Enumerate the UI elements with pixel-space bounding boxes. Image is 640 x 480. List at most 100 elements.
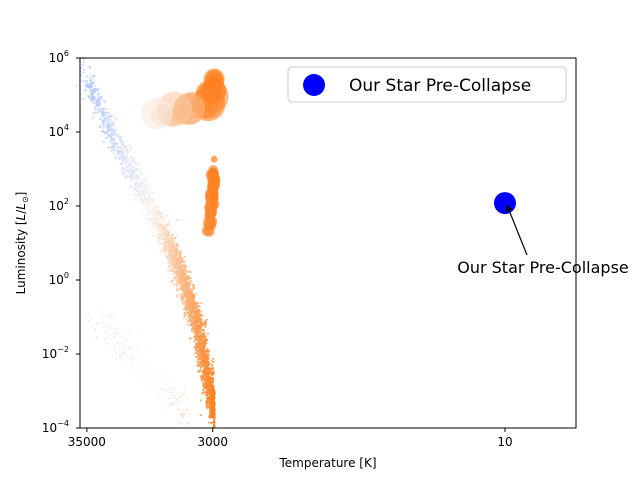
star-point <box>177 408 179 411</box>
star-point <box>142 180 145 182</box>
star-point <box>176 398 178 401</box>
star-point <box>94 84 97 87</box>
star-point <box>205 362 207 365</box>
star-point <box>112 152 115 155</box>
star-point <box>183 311 187 315</box>
star-point <box>125 364 128 366</box>
star-point <box>208 367 211 370</box>
star-point <box>138 359 141 361</box>
star-point <box>129 156 132 159</box>
star-point <box>186 311 189 314</box>
star-point <box>153 372 155 374</box>
star-point <box>123 331 125 333</box>
star-point <box>115 142 118 145</box>
star-point <box>187 307 191 311</box>
star-point <box>192 336 195 339</box>
star-point <box>206 400 210 403</box>
star-point <box>205 217 213 224</box>
star-point <box>167 398 168 400</box>
star-point <box>202 382 205 385</box>
star-point <box>113 347 115 349</box>
star-point <box>157 240 160 243</box>
star-point <box>179 272 183 275</box>
star-point <box>177 274 181 278</box>
star-point <box>109 149 112 152</box>
star-point <box>143 369 145 371</box>
star-point <box>207 386 210 390</box>
star-point <box>206 347 209 350</box>
star-point <box>209 395 212 398</box>
star-point <box>204 386 207 388</box>
star-point <box>169 238 172 241</box>
y-tick-label: 102 <box>49 197 69 213</box>
star-point <box>204 376 207 380</box>
star-point <box>180 284 182 287</box>
star-point <box>210 359 213 362</box>
star-point <box>209 405 212 408</box>
star-point <box>157 222 160 225</box>
star-point <box>171 268 174 270</box>
star-point <box>145 370 148 372</box>
star-point <box>117 145 119 148</box>
star-point <box>128 368 130 370</box>
star-point <box>195 355 199 358</box>
star-point <box>102 108 105 111</box>
star-point <box>155 216 159 220</box>
star-point <box>193 352 197 355</box>
star-point <box>104 121 107 123</box>
star-point <box>184 414 186 416</box>
star-point <box>198 349 201 353</box>
star-point <box>209 387 212 390</box>
star-point <box>132 179 135 182</box>
star-point <box>120 353 122 355</box>
star-point <box>103 131 107 135</box>
star-point <box>121 140 124 144</box>
star-point <box>136 377 139 379</box>
star-point <box>129 185 133 188</box>
star-point <box>114 116 117 120</box>
star-point <box>107 123 110 127</box>
star-point <box>110 139 113 143</box>
star-point <box>164 241 167 244</box>
star-point <box>120 147 124 151</box>
star-point <box>204 322 208 325</box>
star-point <box>100 115 103 118</box>
star-point <box>179 107 188 116</box>
star-point <box>98 103 101 107</box>
star-point <box>194 335 197 338</box>
star-point <box>160 249 163 252</box>
star-point <box>98 117 102 121</box>
star-point <box>183 388 186 390</box>
star-point <box>93 102 96 105</box>
star-point <box>110 349 112 351</box>
star-point <box>126 174 128 177</box>
star-point <box>186 270 189 273</box>
star-point <box>96 108 100 112</box>
star-point <box>168 382 170 384</box>
star-point <box>113 144 116 147</box>
star-point <box>135 346 137 348</box>
star-point <box>187 319 190 323</box>
star-point <box>162 217 165 220</box>
star-point <box>110 317 112 319</box>
star-point <box>145 382 148 385</box>
star-point <box>145 180 148 184</box>
star-point <box>178 403 180 405</box>
star-point <box>116 334 117 336</box>
star-point <box>100 96 103 99</box>
star-point <box>98 106 101 110</box>
star-point <box>102 321 104 323</box>
star-point <box>167 391 169 393</box>
star-point <box>179 396 182 398</box>
star-point <box>177 271 180 274</box>
star-point <box>101 112 104 116</box>
star-point <box>170 389 171 391</box>
star-point <box>146 344 149 346</box>
star-point <box>91 318 93 320</box>
star-point <box>186 422 189 425</box>
star-point <box>189 303 193 306</box>
star-point <box>108 121 111 123</box>
star-point <box>199 306 201 308</box>
star-point <box>172 283 176 286</box>
x-axis-label: Temperature [K] <box>278 456 376 470</box>
